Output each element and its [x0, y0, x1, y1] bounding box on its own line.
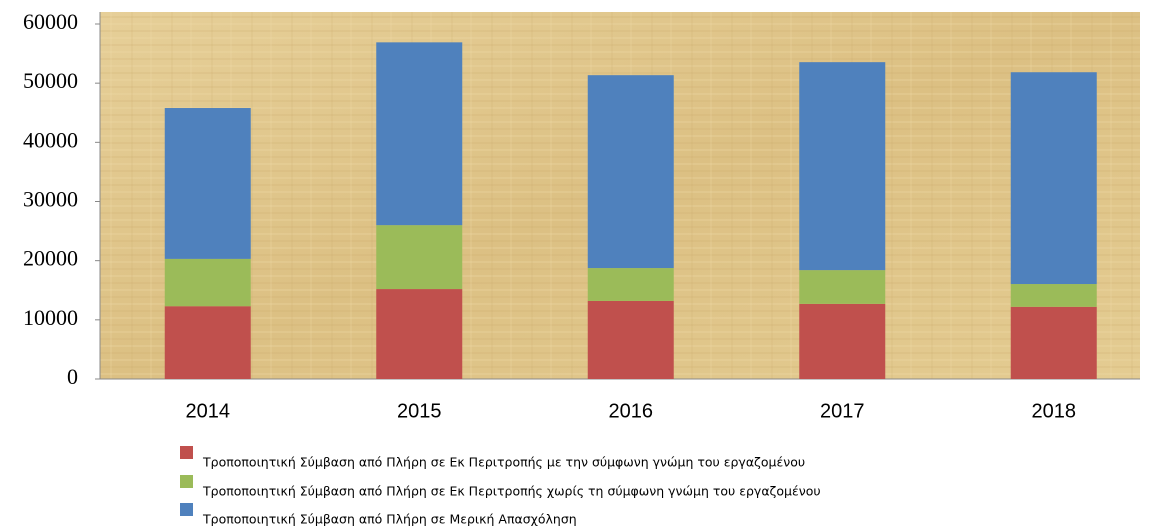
bar-segment [376, 289, 463, 379]
bar-segment [1010, 284, 1097, 307]
y-tick-label: 0 [67, 364, 78, 389]
bar-segment [164, 258, 251, 307]
y-tick-label: 30000 [23, 187, 78, 212]
legend-swatch [180, 446, 193, 459]
legend-label: Τροποποιητική Σύμβαση από Πλήρη σε Εκ Πε… [202, 484, 821, 499]
x-tick-label: 2016 [609, 400, 654, 422]
x-tick-label: 2017 [820, 400, 865, 422]
x-tick-label: 2014 [186, 400, 231, 422]
bar-segment [799, 270, 886, 304]
y-tick-label: 10000 [23, 305, 78, 330]
y-tick-label: 60000 [23, 9, 78, 34]
x-tick-label: 2018 [1032, 400, 1077, 422]
y-tick-label: 50000 [23, 68, 78, 93]
y-tick-label: 20000 [23, 246, 78, 271]
bar-segment [799, 303, 886, 379]
x-tick-label: 2015 [397, 400, 442, 422]
bar-segment [376, 225, 463, 290]
legend-label: Τροποποιητική Σύμβαση από Πλήρη σε Μερικ… [202, 512, 577, 527]
y-tick-label: 40000 [23, 127, 78, 152]
bar-segment [799, 62, 886, 271]
bar-segment [587, 268, 674, 301]
legend-label: Τροποποιητική Σύμβαση από Πλήρη σε Εκ Πε… [202, 455, 805, 470]
bar-segment [376, 42, 463, 226]
bar-segment [164, 306, 251, 379]
bar-segment [164, 108, 251, 259]
bar-segment [1010, 72, 1097, 285]
legend-swatch [180, 475, 193, 488]
legend-swatch [180, 503, 193, 516]
bar-segment [587, 300, 674, 379]
bar-segment [587, 75, 674, 269]
bar-segment [1010, 306, 1097, 379]
